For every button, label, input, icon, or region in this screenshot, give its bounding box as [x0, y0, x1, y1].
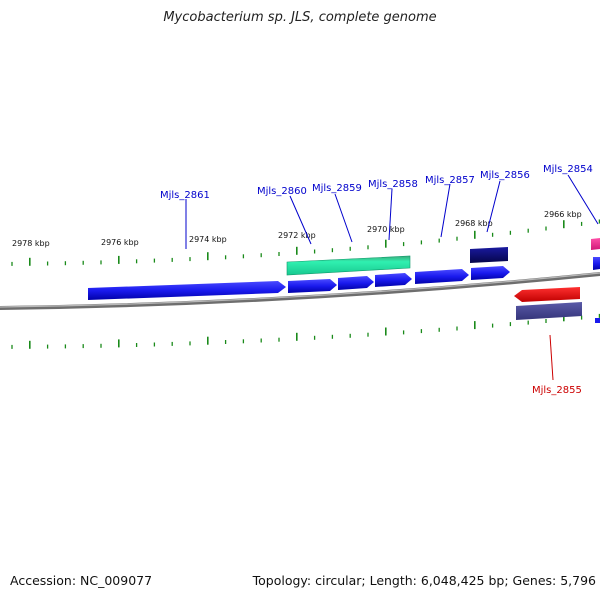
- gene-blue-2856[interactable]: [471, 266, 510, 280]
- gene-teal[interactable]: [286, 255, 411, 276]
- scale-ticks-outer: [11, 219, 600, 266]
- gene-pink[interactable]: [591, 238, 600, 250]
- kbp-label-2968: 2968 kbp: [455, 219, 493, 228]
- gene-label-mjls-2857: Mjls_2857: [425, 175, 475, 186]
- kbp-label-2976: 2976 kbp: [101, 238, 139, 247]
- scale-ticks-inner: [11, 313, 600, 349]
- accession-text: Accession: NC_009077: [10, 573, 153, 588]
- genome-backbone: [0, 272, 600, 310]
- gene-label-mjls-2859: Mjls_2859: [312, 183, 362, 194]
- gene-blue-edge[interactable]: [593, 257, 600, 270]
- kbp-label-2978: 2978 kbp: [12, 239, 50, 248]
- kbp-label-2972: 2972 kbp: [278, 231, 316, 240]
- kbp-label-2966: 2966 kbp: [544, 210, 582, 219]
- gene-slate[interactable]: [516, 302, 582, 320]
- gene-blue-2857[interactable]: [415, 269, 469, 284]
- kbp-label-2970: 2970 kbp: [367, 225, 405, 234]
- map-title: Mycobacterium sp. JLS, complete genome: [163, 10, 437, 25]
- gene-label-mjls-2861: Mjls_2861: [160, 190, 210, 201]
- gene-blue-2860[interactable]: [288, 279, 337, 293]
- gene-blue-2861[interactable]: [88, 281, 286, 300]
- gene-navy[interactable]: [470, 247, 508, 263]
- kbp-label-2974: 2974 kbp: [189, 235, 227, 244]
- gene-blue-2858[interactable]: [375, 273, 412, 287]
- gene-label-mjls-2854: Mjls_2854: [543, 164, 593, 175]
- gene-labels-upper: Mjls_2861 Mjls_2860 Mjls_2859 Mjls_2858 …: [160, 164, 593, 201]
- gene-label-mjls-2858: Mjls_2858: [368, 179, 418, 190]
- gene-label-mjls-2856: Mjls_2856: [480, 170, 530, 181]
- gene-slate-edge[interactable]: [595, 318, 600, 323]
- gene-blue-2859[interactable]: [338, 276, 374, 290]
- gene-label-mjls-2855: Mjls_2855: [532, 385, 582, 396]
- genome-summary-text: Topology: circular; Length: 6,048,425 bp…: [252, 573, 596, 588]
- gene-label-leaders: [185, 174, 599, 381]
- gene-red-2855[interactable]: [514, 287, 580, 302]
- kbp-scale-labels: 2978 kbp 2976 kbp 2974 kbp 2972 kbp 2970…: [12, 210, 582, 248]
- gene-label-mjls-2860: Mjls_2860: [257, 186, 307, 197]
